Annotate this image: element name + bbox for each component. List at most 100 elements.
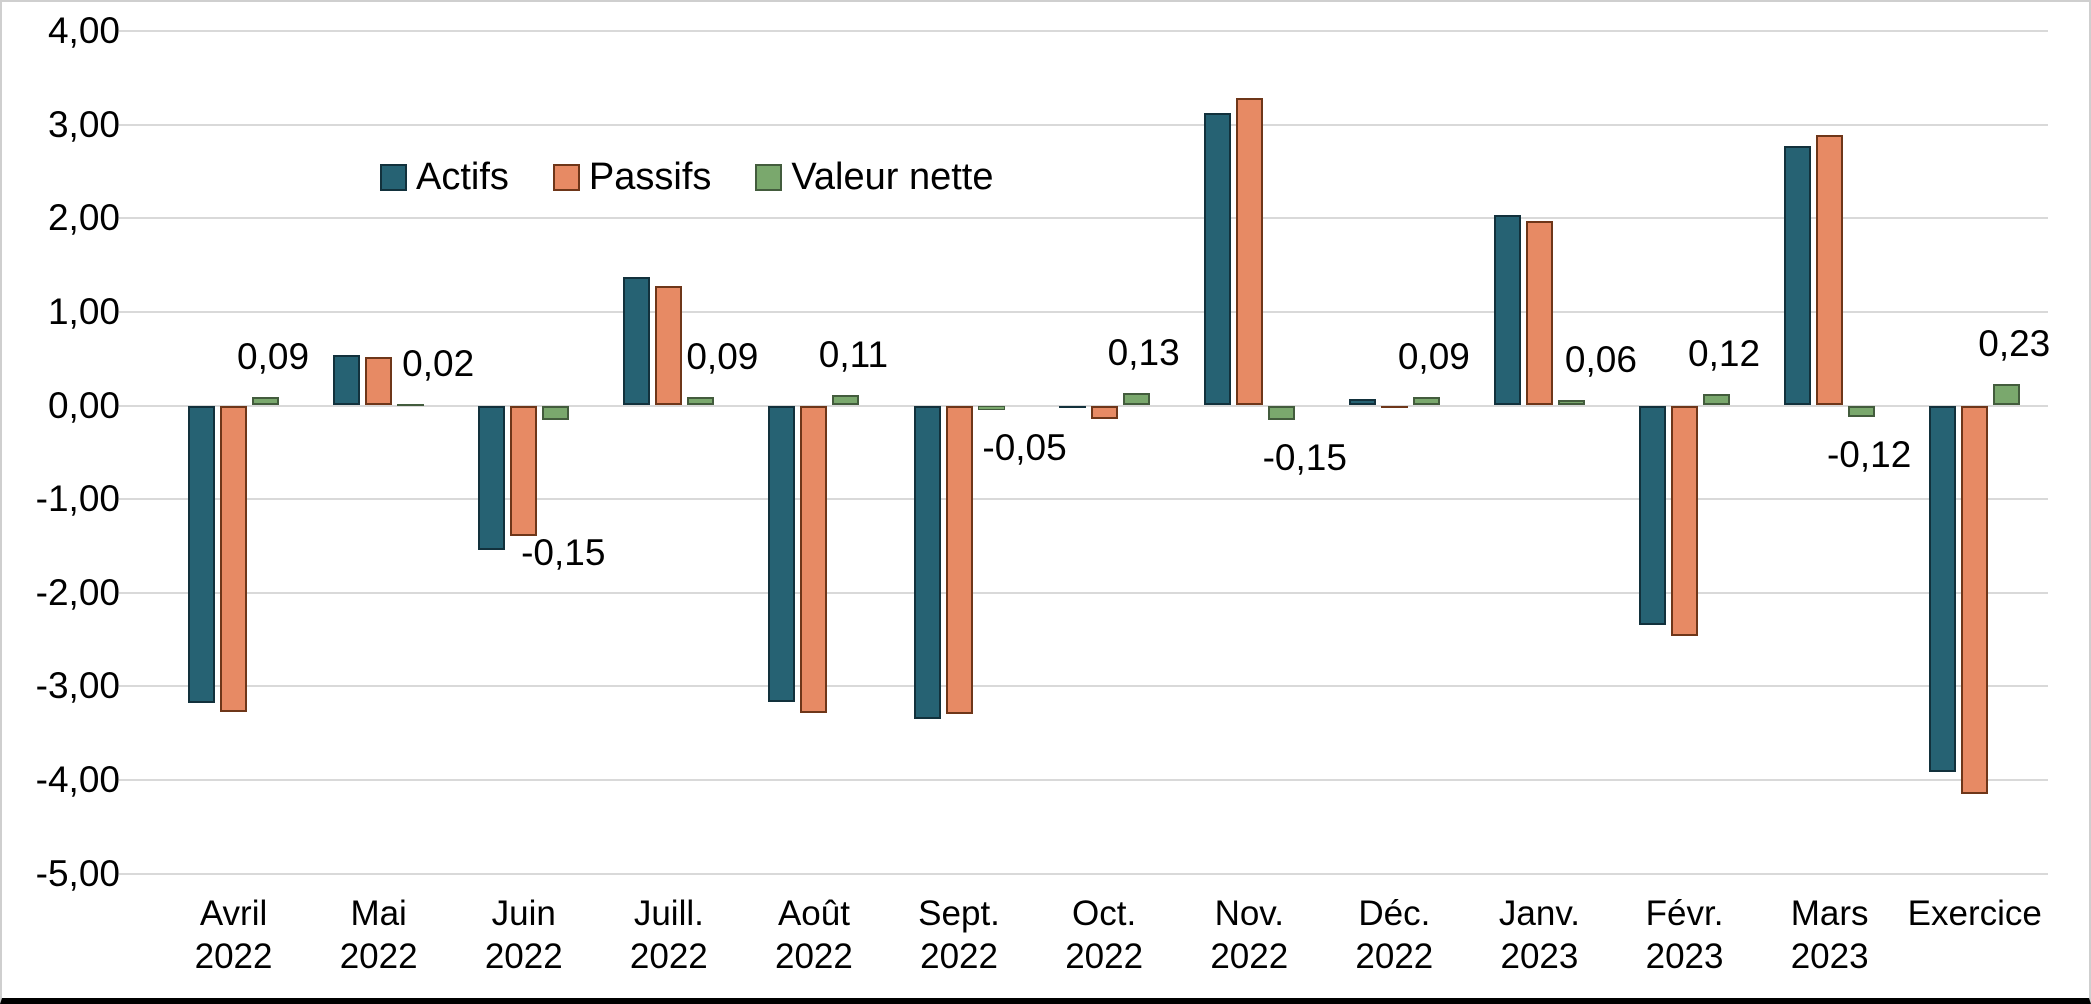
x-axis-tick-label: Mai 2022: [304, 892, 454, 978]
x-axis-tick-label: Août 2022: [739, 892, 889, 978]
x-axis-month: Mars: [1790, 894, 1869, 933]
bar-valeur-nette: [252, 397, 280, 406]
bar-passifs: [1090, 405, 1118, 419]
x-axis-year: 2023: [1645, 937, 1724, 976]
x-axis-tick-label: Mars 2023: [1755, 892, 1905, 978]
gridline: [119, 217, 2048, 220]
bar-passifs: [800, 405, 828, 713]
y-axis-tick-label: -2,00: [35, 571, 120, 613]
gridline: [119, 872, 2048, 875]
y-axis-tick-label: -5,00: [35, 852, 120, 894]
bar-passifs: [1235, 98, 1263, 406]
legend-item-actifs: Actifs: [380, 157, 509, 197]
gridline: [119, 310, 2048, 313]
x-axis-year: 2022: [484, 937, 563, 976]
legend-item-valeur-nette: Valeur nette: [755, 156, 994, 198]
x-axis-month: Mai: [350, 894, 407, 933]
y-axis-tick-label: -4,00: [35, 758, 120, 800]
x-axis-tick-label: Exercice: [1900, 892, 2050, 935]
x-axis-year: 2022: [775, 937, 853, 976]
data-label: 0,12: [1688, 333, 1761, 375]
x-axis-tick-label: Févr. 2023: [1610, 892, 1760, 978]
bar-passifs: [945, 405, 973, 715]
data-label: 0,11: [818, 334, 889, 376]
data-label: -0,05: [982, 427, 1067, 469]
bar-valeur-nette: [1993, 383, 2021, 406]
bar-actifs: [1639, 405, 1667, 625]
bar-passifs: [1380, 405, 1408, 408]
bar-actifs: [1203, 112, 1231, 406]
data-label: 0,09: [686, 336, 759, 378]
bar-actifs: [1348, 398, 1376, 406]
bar-valeur-nette: [977, 405, 1005, 411]
data-label: 0,13: [1107, 332, 1180, 374]
x-axis-tick-label: Oct. 2022: [1029, 892, 1179, 978]
x-axis-month: Exercice: [1907, 894, 2042, 933]
bar-actifs: [478, 405, 506, 550]
bar-passifs: [1671, 405, 1699, 636]
x-axis-tick-label: Déc. 2022: [1319, 892, 1469, 978]
data-label: -0,12: [1826, 433, 1912, 475]
bar-passifs: [365, 356, 393, 406]
legend-label: Passifs: [588, 156, 712, 198]
x-axis-year: 2023: [1500, 937, 1579, 976]
bar-passifs: [1816, 134, 1844, 406]
gridline: [119, 778, 2048, 781]
x-axis-tick-label: Nov. 2022: [1174, 892, 1324, 978]
data-label: 0,02: [402, 342, 475, 384]
x-axis-month: Août: [777, 894, 850, 933]
bar-actifs: [333, 354, 361, 406]
data-label: 0,09: [237, 336, 310, 378]
legend-item-passifs: Passifs: [552, 156, 712, 198]
bar-actifs: [1493, 215, 1521, 406]
x-axis-year: 2023: [1790, 937, 1869, 976]
bar-valeur-nette: [1557, 399, 1585, 406]
x-axis-year: 2022: [194, 937, 273, 976]
x-axis-month: Avril: [199, 894, 268, 933]
y-axis-tick-label: 3,00: [47, 103, 120, 145]
y-axis-tick-label: -1,00: [35, 478, 120, 520]
x-axis-tick-label: Juin 2022: [449, 892, 599, 978]
bar-valeur-nette: [832, 395, 860, 406]
x-axis-month: Juin: [491, 894, 556, 933]
x-axis-tick-label: Avril 2022: [159, 892, 309, 978]
bar-valeur-nette: [1848, 405, 1876, 417]
gridline: [119, 591, 2048, 594]
x-axis-tick-label: Juill. 2022: [594, 892, 744, 978]
bar-actifs: [1058, 405, 1086, 408]
x-axis-year: 2022: [920, 937, 998, 976]
passifs-swatch-icon: [552, 163, 580, 191]
bar-passifs: [655, 285, 683, 406]
y-axis-tick-label: 0,00: [47, 384, 120, 426]
valeur-nette-swatch-icon: [755, 163, 783, 191]
legend-label: Actifs: [416, 156, 509, 198]
x-axis-month: Déc.: [1358, 894, 1431, 933]
x-axis-year: 2022: [1355, 937, 1434, 976]
x-axis-month: Févr.: [1645, 894, 1724, 933]
y-axis-tick-label: 1,00: [47, 290, 120, 332]
bar-valeur-nette: [1267, 405, 1295, 420]
data-label: 0,23: [1978, 322, 2051, 364]
bar-actifs: [1929, 405, 1957, 773]
bar-actifs: [1784, 146, 1812, 406]
chart-legend: Actifs Passifs Valeur nette: [380, 157, 994, 197]
x-axis-month: Oct.: [1072, 894, 1137, 933]
x-axis-month: Janv.: [1498, 894, 1580, 933]
y-axis-tick-label: -3,00: [35, 665, 120, 707]
legend-label: Valeur nette: [791, 156, 994, 198]
gridline: [119, 30, 2048, 33]
bar-passifs: [220, 405, 248, 712]
bar-valeur-nette: [542, 405, 570, 420]
bar-valeur-nette: [397, 403, 425, 406]
data-label: -0,15: [521, 531, 606, 573]
x-axis-year: 2022: [1210, 937, 1289, 976]
bar-actifs: [913, 405, 941, 720]
actifs-swatch-icon: [380, 163, 407, 191]
x-axis-month: Nov.: [1214, 894, 1284, 933]
gridline: [119, 498, 2048, 501]
bar-passifs: [510, 405, 538, 536]
bar-valeur-nette: [1703, 394, 1731, 406]
x-axis-year: 2022: [1065, 937, 1144, 976]
gridline: [119, 685, 2048, 688]
